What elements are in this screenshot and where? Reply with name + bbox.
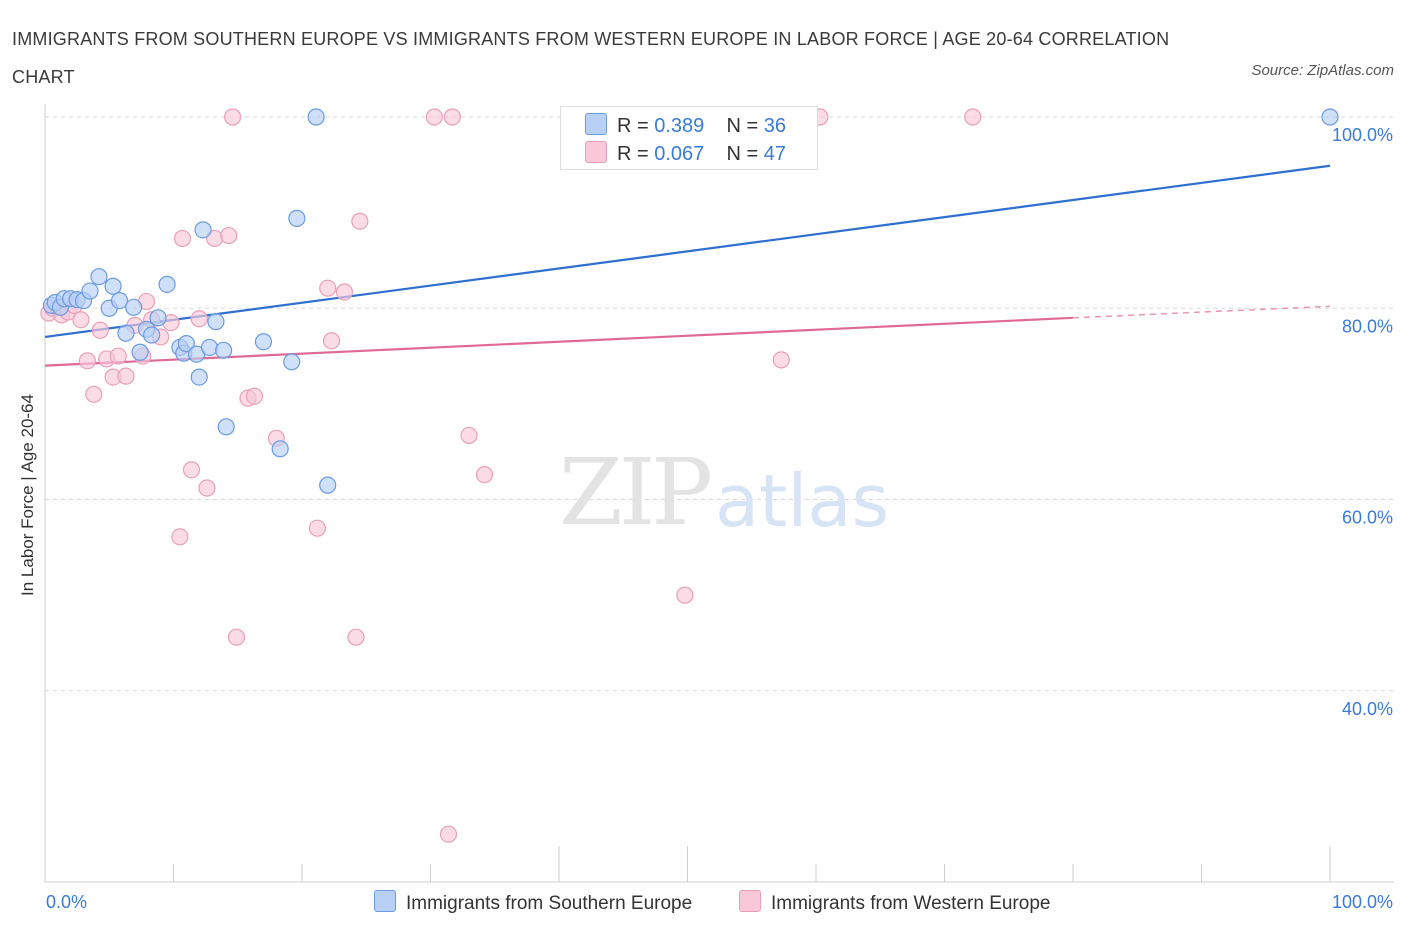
y-tick-label: 40.0% xyxy=(1342,699,1393,719)
point-southern xyxy=(131,343,149,361)
point-western xyxy=(772,351,790,369)
point-western xyxy=(78,352,97,370)
legend-row-southern: R = 0.389 N = 36 xyxy=(585,113,786,137)
point-southern xyxy=(283,353,301,371)
point-western xyxy=(72,311,90,329)
trend-lines xyxy=(44,164,1331,367)
point-western xyxy=(676,586,694,604)
point-southern xyxy=(200,338,219,357)
point-western xyxy=(335,283,354,301)
x-tick-label: 100.0% xyxy=(1332,892,1393,912)
n-value: 47 xyxy=(763,143,787,165)
point-western xyxy=(173,229,192,248)
point-southern xyxy=(117,324,135,342)
point-western xyxy=(475,466,494,484)
point-western xyxy=(439,825,458,843)
point-western xyxy=(425,108,443,126)
point-western xyxy=(460,426,478,445)
point-southern xyxy=(143,326,161,344)
point-western xyxy=(182,461,201,479)
watermark-zip: ZIP xyxy=(559,439,710,546)
n-label: N = xyxy=(726,115,759,137)
point-western xyxy=(85,385,103,403)
y-tick-label: 100.0% xyxy=(1332,125,1393,145)
source-credit: Source: ZipAtlas.com xyxy=(1251,62,1394,79)
point-southern xyxy=(288,209,306,227)
point-western xyxy=(347,628,365,646)
legend-item-western: Immigrants from Western Europe xyxy=(739,890,1050,915)
legend-item-southern: Immigrants from Southern Europe xyxy=(374,890,692,915)
point-southern xyxy=(81,282,99,300)
n-label: N = xyxy=(726,143,759,165)
y-tick-label: 80.0% xyxy=(1342,316,1393,336)
legend-row-western: R = 0.067 N = 47 xyxy=(585,141,786,165)
point-western xyxy=(308,519,327,537)
point-southern xyxy=(217,418,235,436)
point-southern xyxy=(190,368,208,386)
r-value: 0.389 xyxy=(654,115,705,137)
legend-swatch-pink xyxy=(739,890,761,912)
point-western xyxy=(319,279,337,297)
legend-swatch-pink xyxy=(585,141,607,163)
y-tick-label: 60.0% xyxy=(1342,508,1393,528)
point-southern xyxy=(215,341,233,359)
point-southern xyxy=(104,277,122,295)
legend-label-southern: Immigrants from Southern Europe xyxy=(406,893,693,914)
correlation-legend: R = 0.389 N = 36 R = 0.067 N = 47 xyxy=(560,106,818,170)
trend-line-southern xyxy=(44,164,1331,339)
point-western xyxy=(964,108,982,126)
point-southern xyxy=(177,335,195,353)
series-legend: Immigrants from Southern Europe Immigran… xyxy=(0,888,1406,918)
point-western xyxy=(224,108,242,126)
trend-line-dashed xyxy=(1072,305,1331,319)
r-label: R = xyxy=(617,143,649,165)
r-value: 0.067 xyxy=(654,143,705,165)
legend-swatch-blue xyxy=(374,890,396,912)
trend-line-western xyxy=(44,316,1074,367)
point-southern xyxy=(271,440,289,458)
point-western xyxy=(220,226,238,245)
point-southern xyxy=(1321,108,1339,126)
point-western xyxy=(109,347,127,365)
point-western xyxy=(227,628,246,646)
watermark: ZIP atlas xyxy=(559,439,889,546)
n-value: 36 xyxy=(763,115,787,137)
point-southern xyxy=(90,268,108,286)
point-western xyxy=(117,367,135,385)
r-label: R = xyxy=(617,115,649,137)
axes xyxy=(44,104,1394,883)
data-points xyxy=(40,108,1339,843)
point-southern xyxy=(307,108,325,126)
point-western xyxy=(443,108,461,126)
point-southern xyxy=(319,476,337,494)
point-western xyxy=(322,332,341,350)
point-southern xyxy=(158,275,176,293)
watermark-atlas: atlas xyxy=(715,459,889,543)
point-southern xyxy=(207,313,225,331)
point-western xyxy=(245,387,264,405)
point-western xyxy=(190,310,208,328)
point-southern xyxy=(110,292,129,310)
y-axis-label: In Labor Force | Age 20-64 xyxy=(18,394,37,596)
point-western xyxy=(198,479,216,497)
point-southern xyxy=(194,221,212,239)
legend-swatch-blue xyxy=(585,113,607,135)
legend-label-western: Immigrants from Western Europe xyxy=(771,893,1051,914)
x-tick-label: 0.0% xyxy=(46,892,87,912)
point-western xyxy=(351,212,369,230)
chart-title: IMMIGRANTS FROM SOUTHERN EUROPE VS IMMIG… xyxy=(12,29,1170,87)
point-western xyxy=(91,321,109,339)
point-southern xyxy=(149,309,167,327)
tick-labels: 40.0% 60.0% 80.0% 100.0% 0.0% 100.0% xyxy=(46,125,1393,912)
point-southern xyxy=(254,333,273,351)
point-western xyxy=(171,528,189,546)
point-southern xyxy=(125,298,143,316)
